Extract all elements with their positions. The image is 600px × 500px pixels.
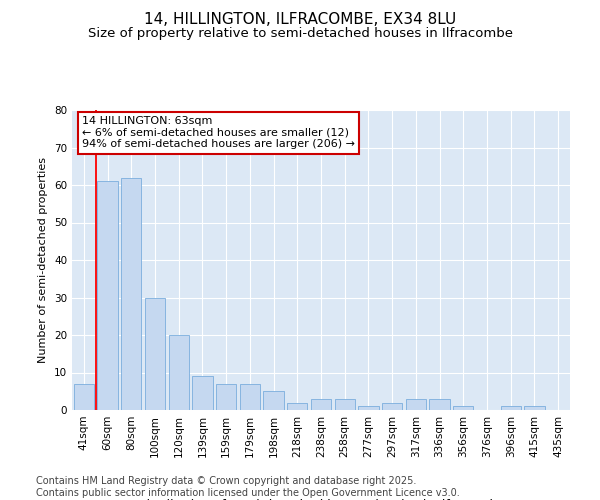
X-axis label: Distribution of semi-detached houses by size in Ilfracombe: Distribution of semi-detached houses by … xyxy=(137,498,505,500)
Bar xyxy=(335,399,355,410)
Bar xyxy=(121,178,142,410)
Bar xyxy=(287,402,307,410)
Bar xyxy=(311,399,331,410)
Text: 14 HILLINGTON: 63sqm
← 6% of semi-detached houses are smaller (12)
94% of semi-d: 14 HILLINGTON: 63sqm ← 6% of semi-detach… xyxy=(82,116,355,149)
Bar xyxy=(382,402,402,410)
Bar xyxy=(240,384,260,410)
Text: Contains HM Land Registry data © Crown copyright and database right 2025.
Contai: Contains HM Land Registry data © Crown c… xyxy=(36,476,460,498)
Text: Size of property relative to semi-detached houses in Ilfracombe: Size of property relative to semi-detach… xyxy=(88,28,512,40)
Bar xyxy=(74,384,94,410)
Y-axis label: Number of semi-detached properties: Number of semi-detached properties xyxy=(38,157,49,363)
Bar xyxy=(406,399,426,410)
Text: 14, HILLINGTON, ILFRACOMBE, EX34 8LU: 14, HILLINGTON, ILFRACOMBE, EX34 8LU xyxy=(144,12,456,28)
Bar xyxy=(358,406,379,410)
Bar xyxy=(524,406,545,410)
Bar xyxy=(193,376,212,410)
Bar xyxy=(169,335,189,410)
Bar xyxy=(216,384,236,410)
Bar xyxy=(453,406,473,410)
Bar xyxy=(500,406,521,410)
Bar xyxy=(145,298,165,410)
Bar xyxy=(263,391,284,410)
Bar xyxy=(430,399,449,410)
Bar xyxy=(97,181,118,410)
